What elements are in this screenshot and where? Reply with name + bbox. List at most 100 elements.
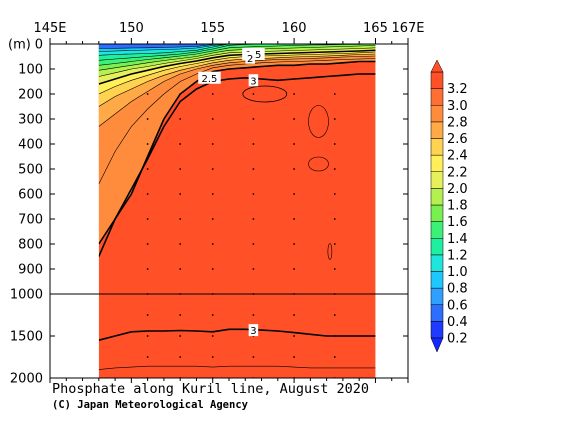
colorbar-label: 0.8 bbox=[447, 282, 468, 297]
sample-dot bbox=[293, 243, 295, 245]
sample-dot bbox=[293, 356, 295, 358]
sample-dot bbox=[252, 218, 255, 220]
contour-label: 2 bbox=[247, 54, 253, 65]
colorbar-label: 1.8 bbox=[447, 199, 468, 214]
x-tick-label: 167E bbox=[391, 21, 424, 36]
sample-dot bbox=[146, 243, 149, 245]
x-tick-label: 155 bbox=[200, 21, 225, 36]
y-unit-label: (m) bbox=[8, 38, 31, 53]
contour-label: 2.5 bbox=[202, 74, 218, 85]
sample-dot bbox=[179, 243, 182, 245]
high-phosphate-core bbox=[242, 85, 288, 103]
sample-dot bbox=[146, 143, 149, 145]
sample-dot bbox=[179, 118, 182, 120]
sample-dot bbox=[252, 268, 255, 270]
sample-dot bbox=[211, 193, 214, 195]
sample-dot bbox=[252, 243, 255, 245]
sample-dot bbox=[333, 314, 336, 316]
sample-dot bbox=[333, 243, 336, 245]
x-tick-label: 145E bbox=[33, 21, 66, 36]
colorbar-label: 3.2 bbox=[447, 82, 468, 97]
sample-dot bbox=[293, 93, 295, 95]
contour-label: 3 bbox=[250, 326, 256, 337]
colorbar-swatch bbox=[430, 254, 444, 272]
colorbar-label: 3.0 bbox=[447, 99, 468, 114]
sample-dot bbox=[211, 93, 214, 95]
contour-line bbox=[98, 58, 376, 185]
colorbar-label: 0.2 bbox=[447, 332, 468, 347]
colorbar-label: 1.0 bbox=[447, 265, 468, 280]
contour-eddy bbox=[327, 243, 333, 260]
sample-dot bbox=[252, 193, 255, 195]
colorbar-swatch bbox=[430, 105, 444, 123]
contour-label-bg bbox=[198, 71, 221, 84]
colorbar-label: 2.4 bbox=[447, 149, 468, 164]
sample-dot bbox=[146, 118, 149, 120]
sample-dot bbox=[293, 118, 295, 120]
sample-dot bbox=[252, 168, 255, 170]
sample-dot bbox=[252, 314, 255, 316]
sample-dot bbox=[333, 356, 336, 358]
sample-dot bbox=[146, 335, 149, 337]
axes: 145E 150 155 160 165 167E 0 100 200 300 400 500 600 7… bbox=[8, 21, 425, 387]
sample-dot bbox=[179, 268, 182, 270]
y-tick-label: 700 bbox=[18, 213, 43, 228]
sample-dot bbox=[293, 168, 295, 170]
colorbar-label: 0.6 bbox=[447, 298, 468, 313]
colorbar-swatch bbox=[430, 71, 444, 89]
sample-dot bbox=[211, 243, 214, 245]
sample-dot bbox=[293, 335, 295, 337]
contour-label-bg bbox=[248, 74, 259, 87]
sample-dot bbox=[293, 268, 295, 270]
sample-dot bbox=[252, 118, 255, 120]
colorbar-label: 2.0 bbox=[447, 182, 468, 197]
colorbar-label: 0.4 bbox=[447, 315, 468, 330]
sample-dot bbox=[333, 218, 336, 220]
contour-line-3-upper bbox=[98, 73, 376, 257]
contour-lines bbox=[98, 44, 376, 370]
field-band-2-9 bbox=[98, 44, 376, 244]
colorbar-label: 1.6 bbox=[447, 215, 468, 230]
sample-dot bbox=[252, 356, 255, 358]
sample-dot bbox=[211, 314, 214, 316]
colorbar: 0.2 0.4 0.60.8 1.0 1.21.4 1.61.8 2.0 2.22.4 2.6 2… bbox=[430, 59, 468, 353]
contour-eddy bbox=[308, 105, 329, 138]
contour-line bbox=[98, 44, 376, 61]
sample-dot bbox=[146, 218, 149, 220]
contour-line bbox=[98, 44, 376, 56]
sample-dot bbox=[211, 335, 214, 337]
y-tick-label: 800 bbox=[18, 238, 43, 253]
colorbar-swatch bbox=[430, 271, 444, 289]
colorbar-swatch bbox=[430, 171, 444, 189]
y-tick-label: 400 bbox=[18, 138, 43, 153]
chart-credit: (C) Japan Meteorological Agency bbox=[52, 399, 249, 411]
colorbar-swatch bbox=[430, 121, 444, 139]
sample-dot bbox=[293, 314, 295, 316]
contour-label: 3 bbox=[250, 76, 256, 87]
sample-dot bbox=[211, 143, 214, 145]
contour-line bbox=[98, 55, 376, 127]
sample-dot bbox=[333, 118, 336, 120]
station-samples bbox=[146, 93, 336, 378]
contour-line bbox=[98, 44, 376, 52]
heatmap-field bbox=[98, 44, 376, 378]
plot-area: 1.522.533 bbox=[50, 44, 408, 378]
contour-eddy bbox=[308, 156, 329, 172]
sample-dot bbox=[179, 218, 182, 220]
contour-line bbox=[98, 49, 376, 85]
sample-dot bbox=[179, 335, 182, 337]
sample-dot bbox=[252, 143, 255, 145]
colorbar-label: 2.8 bbox=[447, 115, 468, 130]
sample-dot bbox=[293, 193, 295, 195]
sample-dot bbox=[211, 118, 214, 120]
colorbar-swatch bbox=[430, 238, 444, 256]
y-tick-label: 500 bbox=[18, 163, 43, 178]
colorbar-swatch bbox=[430, 204, 444, 222]
colorbar-label: 2.2 bbox=[447, 165, 468, 180]
sample-dot bbox=[146, 268, 149, 270]
y-tick-label: 2000 bbox=[10, 372, 43, 387]
sample-dot bbox=[252, 93, 255, 95]
sample-dot bbox=[333, 268, 336, 270]
colorbar-max-arrow bbox=[430, 59, 444, 73]
contour-line bbox=[98, 47, 376, 77]
